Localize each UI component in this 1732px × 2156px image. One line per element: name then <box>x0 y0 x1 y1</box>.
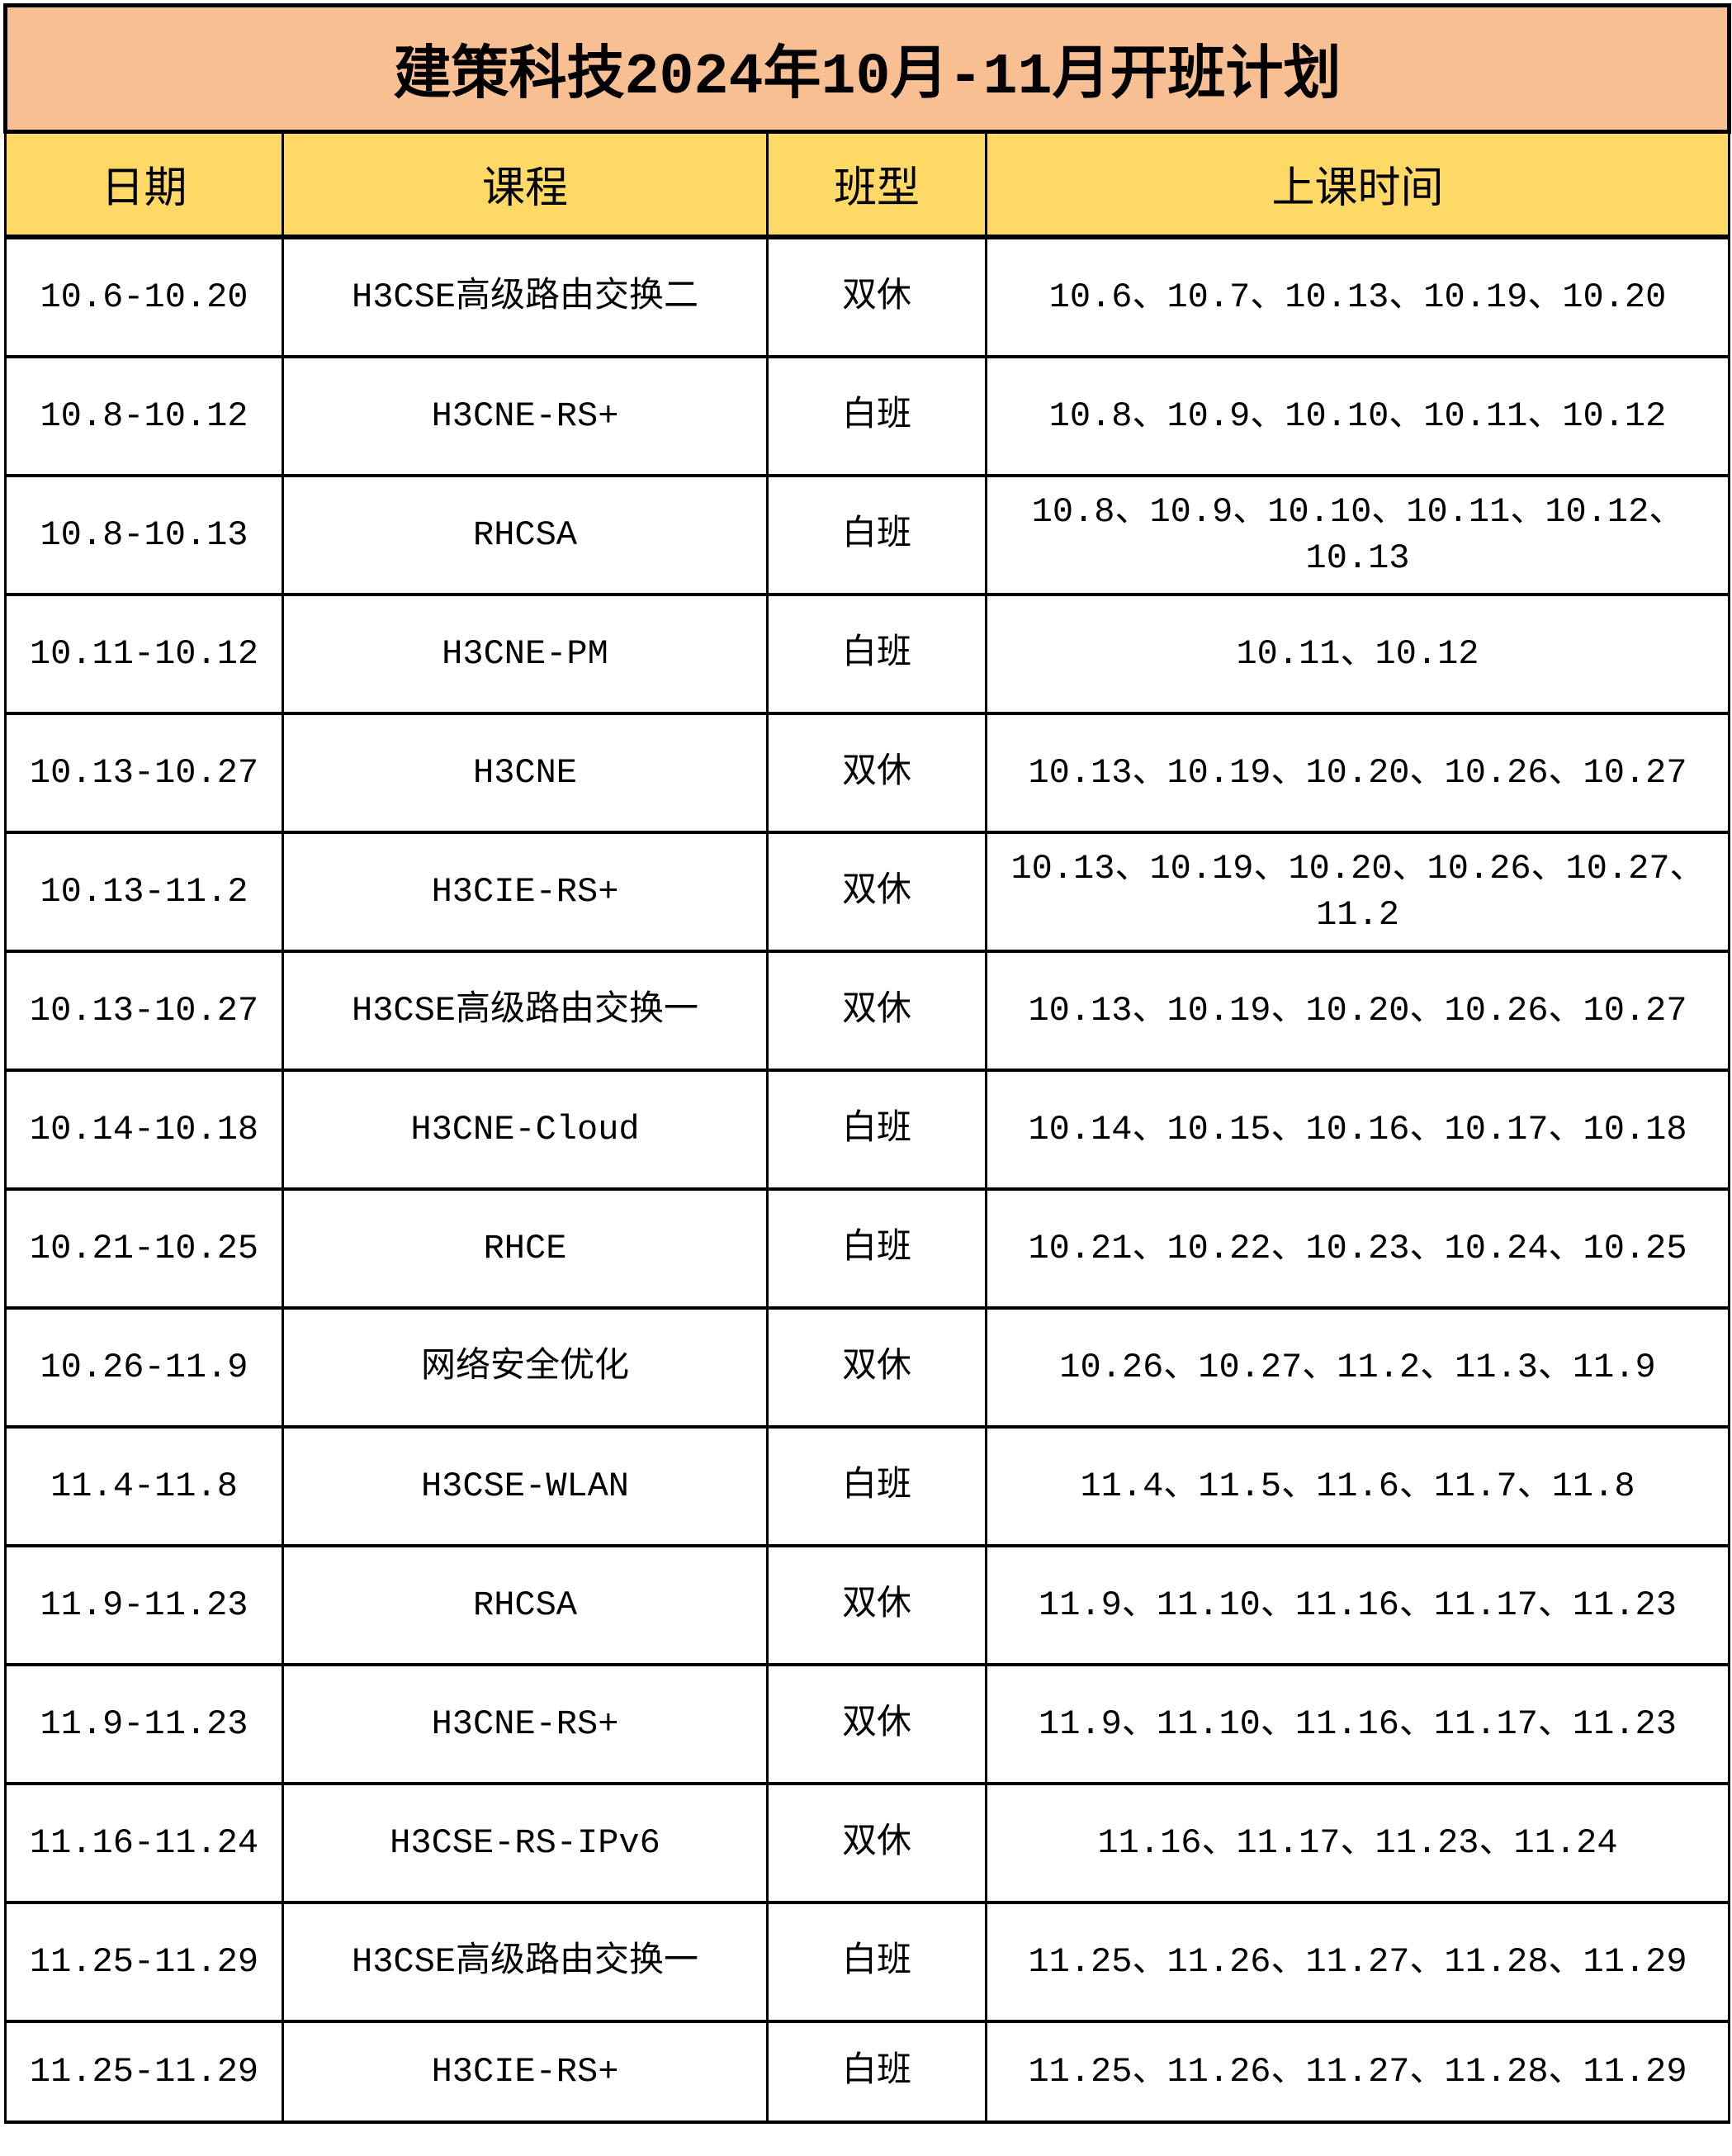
class-type-cell: 双休 <box>766 1544 987 1666</box>
course-cell: H3CNE-PM <box>282 593 769 715</box>
header-date: 日期 <box>4 130 284 239</box>
table-row: 11.9-11.23 RHCSA 双休 11.9、11.10、11.16、11.17、… <box>4 1544 1730 1666</box>
course-cell: H3CSE高级路由交换一 <box>282 950 769 1072</box>
course-cell: H3CSE-RS-IPv6 <box>282 1782 769 1904</box>
table-row: 10.13-10.27 H3CNE 双休 10.13、10.19、10.20、10.2… <box>4 712 1730 834</box>
date-cell: 11.9-11.23 <box>4 1663 284 1785</box>
table-row: 10.13-11.2 H3CIE-RS+ 双休 10.13、10.19、10.20、1… <box>4 831 1730 953</box>
table-row: 11.25-11.29 H3CSE高级路由交换一 白班 11.25、11.26、11.… <box>4 1901 1730 2023</box>
date-cell: 10.13-10.27 <box>4 950 284 1072</box>
class-type-cell: 白班 <box>766 355 987 477</box>
date-cell: 10.13-11.2 <box>4 831 284 953</box>
date-cell: 10.26-11.9 <box>4 1306 284 1429</box>
date-cell: 11.9-11.23 <box>4 1544 284 1666</box>
class-type-cell: 双休 <box>766 1782 987 1904</box>
date-cell: 10.8-10.12 <box>4 355 284 477</box>
class-times-cell: 10.6、10.7、10.13、10.19、10.20 <box>985 235 1730 358</box>
class-times-cell: 10.11、10.12 <box>985 593 1730 715</box>
class-type-cell: 双休 <box>766 1306 987 1429</box>
class-type-cell: 双休 <box>766 831 987 953</box>
class-type-cell: 白班 <box>766 1069 987 1191</box>
class-type-cell: 白班 <box>766 1901 987 2023</box>
table-row: 11.16-11.24 H3CSE-RS-IPv6 双休 11.16、11.17、11… <box>4 1782 1730 1904</box>
table-row: 11.25-11.29 H3CIE-RS+ 白班 11.25、11.26、11.27、… <box>4 2020 1730 2124</box>
schedule-table: 建策科技2024年10月-11月开班计划 日期 课程 班型 上课时间 10.6-… <box>3 3 1731 2124</box>
class-times-cell: 11.25、11.26、11.27、11.28、11.29 <box>985 2020 1730 2124</box>
table-title: 建策科技2024年10月-11月开班计划 <box>3 3 1731 134</box>
date-cell: 11.16-11.24 <box>4 1782 284 1904</box>
class-type-cell: 白班 <box>766 593 987 715</box>
class-times-cell: 10.8、10.9、10.10、10.11、10.12 <box>985 355 1730 477</box>
header-class-type: 班型 <box>766 130 987 239</box>
class-times-cell: 10.13、10.19、10.20、10.26、10.27、11.2 <box>985 831 1730 953</box>
table-row: 10.14-10.18 H3CNE-Cloud 白班 10.14、10.15、10.1… <box>4 1069 1730 1191</box>
class-times-cell: 11.9、11.10、11.16、11.17、11.23 <box>985 1663 1730 1785</box>
table-row: 10.21-10.25 RHCE 白班 10.21、10.22、10.23、10.24… <box>4 1187 1730 1310</box>
table-row: 10.11-10.12 H3CNE-PM 白班 10.11、10.12 <box>4 593 1730 715</box>
class-type-cell: 白班 <box>766 1425 987 1547</box>
course-cell: H3CSE高级路由交换二 <box>282 235 769 358</box>
class-times-cell: 11.16、11.17、11.23、11.24 <box>985 1782 1730 1904</box>
course-cell: 网络安全优化 <box>282 1306 769 1429</box>
header-course: 课程 <box>282 130 769 239</box>
course-cell: H3CIE-RS+ <box>282 831 769 953</box>
class-type-cell: 双休 <box>766 950 987 1072</box>
class-times-cell: 10.21、10.22、10.23、10.24、10.25 <box>985 1187 1730 1310</box>
table-row: 10.6-10.20 H3CSE高级路由交换二 双休 10.6、10.7、10.13、… <box>4 235 1730 358</box>
class-times-cell: 11.25、11.26、11.27、11.28、11.29 <box>985 1901 1730 2023</box>
class-type-cell: 双休 <box>766 1663 987 1785</box>
course-cell: RHCE <box>282 1187 769 1310</box>
table-row: 10.13-10.27 H3CSE高级路由交换一 双休 10.13、10.19、10.… <box>4 950 1730 1072</box>
table-row: 10.8-10.13 RHCSA 白班 10.8、10.9、10.10、10.11、1… <box>4 474 1730 596</box>
date-cell: 10.11-10.12 <box>4 593 284 715</box>
date-cell: 10.14-10.18 <box>4 1069 284 1191</box>
table-row: 10.8-10.12 H3CNE-RS+ 白班 10.8、10.9、10.10、10.… <box>4 355 1730 477</box>
class-type-cell: 双休 <box>766 235 987 358</box>
course-cell: H3CNE-Cloud <box>282 1069 769 1191</box>
date-cell: 11.4-11.8 <box>4 1425 284 1547</box>
date-cell: 10.21-10.25 <box>4 1187 284 1310</box>
class-times-cell: 11.4、11.5、11.6、11.7、11.8 <box>985 1425 1730 1547</box>
course-cell: H3CNE-RS+ <box>282 1663 769 1785</box>
date-cell: 10.13-10.27 <box>4 712 284 834</box>
class-times-cell: 11.9、11.10、11.16、11.17、11.23 <box>985 1544 1730 1666</box>
class-type-cell: 白班 <box>766 2020 987 2124</box>
date-cell: 10.8-10.13 <box>4 474 284 596</box>
course-cell: RHCSA <box>282 1544 769 1666</box>
class-times-cell: 10.13、10.19、10.20、10.26、10.27 <box>985 950 1730 1072</box>
date-cell: 11.25-11.29 <box>4 1901 284 2023</box>
table-row: 11.4-11.8 H3CSE-WLAN 白班 11.4、11.5、11.6、11.7… <box>4 1425 1730 1547</box>
course-cell: RHCSA <box>282 474 769 596</box>
class-times-cell: 10.26、10.27、11.2、11.3、11.9 <box>985 1306 1730 1429</box>
course-cell: H3CSE高级路由交换一 <box>282 1901 769 2023</box>
course-cell: H3CSE-WLAN <box>282 1425 769 1547</box>
table-row: 10.26-11.9 网络安全优化 双休 10.26、10.27、11.2、11.3、… <box>4 1306 1730 1429</box>
course-cell: H3CNE <box>282 712 769 834</box>
class-times-cell: 10.8、10.9、10.10、10.11、10.12、10.13 <box>985 474 1730 596</box>
header-class-times: 上课时间 <box>985 130 1730 239</box>
class-type-cell: 双休 <box>766 712 987 834</box>
class-times-cell: 10.13、10.19、10.20、10.26、10.27 <box>985 712 1730 834</box>
date-cell: 10.6-10.20 <box>4 235 284 358</box>
class-type-cell: 白班 <box>766 1187 987 1310</box>
course-cell: H3CIE-RS+ <box>282 2020 769 2124</box>
date-cell: 11.25-11.29 <box>4 2020 284 2124</box>
class-times-cell: 10.14、10.15、10.16、10.17、10.18 <box>985 1069 1730 1191</box>
course-cell: H3CNE-RS+ <box>282 355 769 477</box>
class-type-cell: 白班 <box>766 474 987 596</box>
table-row: 11.9-11.23 H3CNE-RS+ 双休 11.9、11.10、11.16、11… <box>4 1663 1730 1785</box>
